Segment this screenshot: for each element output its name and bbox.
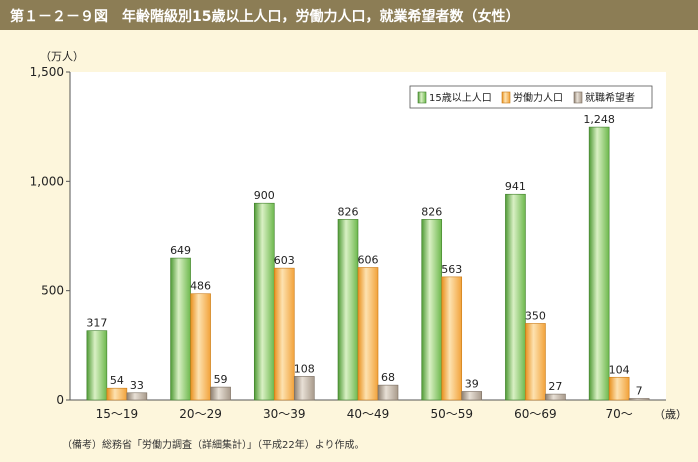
bar-population: [86, 330, 108, 401]
data-label: 826: [421, 205, 442, 218]
data-label: 606: [358, 253, 379, 266]
bar-seekers: [210, 386, 231, 401]
y-tick-label: 1,000: [30, 174, 64, 188]
bar-labor: [106, 387, 128, 401]
legend-label: 15歳以上人口: [429, 92, 492, 104]
bar-labor: [441, 276, 463, 401]
bar-seekers: [461, 391, 483, 401]
data-label: 350: [525, 309, 546, 322]
legend-swatch: [501, 91, 511, 104]
data-label: 27: [548, 380, 562, 393]
bar-labor: [608, 376, 630, 401]
bar-labor: [190, 293, 211, 401]
title-bar: 第１－２－９図 年齢階級別15歳以上人口，労働力人口，就業希望者数（女性）: [0, 0, 698, 30]
x-tick-label: 20～29: [179, 407, 222, 421]
data-label: 68: [381, 371, 395, 384]
data-label: 1,248: [583, 113, 615, 126]
bar-seekers: [545, 393, 566, 401]
data-label: 941: [505, 180, 526, 193]
bar-population: [170, 257, 191, 401]
data-label: 826: [338, 205, 359, 218]
legend-label: 就職希望者: [585, 91, 635, 104]
x-tick-label: 15～19: [96, 407, 139, 421]
data-label: 104: [609, 363, 630, 376]
y-tick-label: 1,500: [30, 65, 64, 79]
bar-population: [588, 126, 610, 401]
bar-population: [253, 202, 275, 401]
y-tick-label: 500: [41, 284, 64, 298]
legend-swatch: [573, 91, 583, 104]
y-unit-label: （万人）: [40, 50, 84, 63]
x-tick-label: 50～59: [430, 407, 473, 421]
bar-labor: [273, 267, 295, 401]
data-label: 900: [254, 189, 275, 202]
data-label: 59: [214, 373, 228, 386]
data-label: 649: [170, 244, 191, 257]
bar-seekers: [628, 398, 650, 401]
x-tick-label: 40～49: [347, 407, 390, 421]
data-label: 108: [294, 362, 315, 375]
bar-seekers: [293, 376, 315, 401]
bar-population: [421, 219, 443, 401]
bar-population: [505, 193, 526, 401]
bar-population: [337, 219, 359, 401]
x-tick-label: 30～39: [263, 407, 306, 421]
data-label: 603: [274, 254, 295, 267]
x-tick-label: 70～: [606, 407, 633, 421]
legend-swatch: [417, 91, 427, 104]
data-label: 33: [130, 379, 144, 392]
data-label: 486: [190, 280, 211, 293]
data-label: 39: [465, 377, 479, 390]
data-label: 54: [110, 374, 124, 387]
bar-seekers: [377, 384, 399, 401]
chart-title: 第１－２－９図 年齢階級別15歳以上人口，労働力人口，就業希望者数（女性）: [10, 9, 520, 25]
source-note: （備考）総務省「労働力調査（詳細集計）」（平成22年）より作成。: [62, 440, 365, 451]
data-label: 7: [636, 384, 643, 397]
data-label: 317: [86, 317, 107, 330]
legend-box: [409, 85, 653, 109]
y-tick-label: 0: [56, 393, 64, 407]
data-label: 563: [441, 263, 462, 276]
bar-labor: [357, 267, 379, 401]
x-unit-label: （歳）: [654, 408, 687, 421]
x-tick-label: 60～69: [514, 407, 557, 421]
bar-seekers: [126, 392, 148, 401]
legend-label: 労働力人口: [513, 91, 563, 104]
bar-labor: [525, 323, 546, 401]
